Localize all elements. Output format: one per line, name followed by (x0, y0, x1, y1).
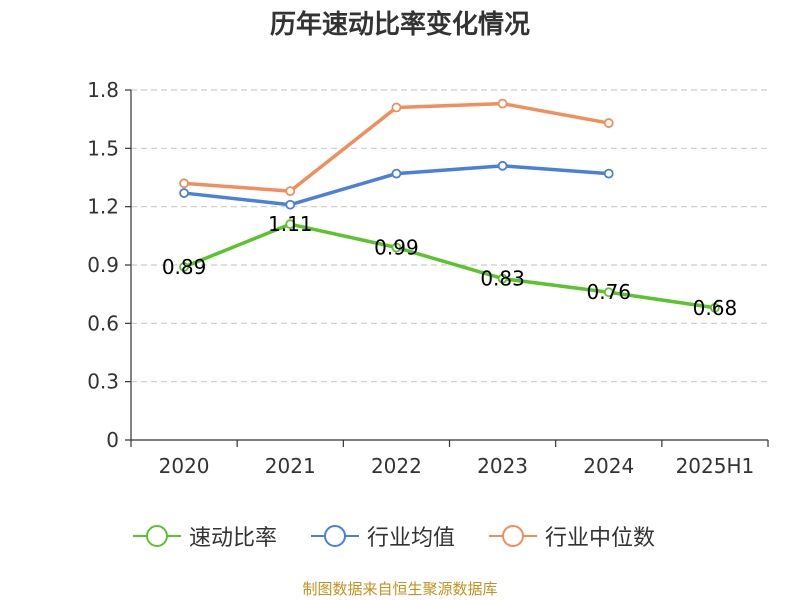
legend-label: 速动比率 (189, 526, 278, 551)
series-point-2 (391, 168, 402, 179)
legend-marker-icon (489, 525, 537, 547)
data-label: 0.68 (693, 296, 738, 320)
series-point-1 (603, 287, 614, 298)
x-tick-label: 2022 (371, 454, 422, 478)
axes: 0 0.3 0.6 0.9 1.2 1.5 1.8 2020 2021 2022 2023 2024 2… (87, 78, 769, 478)
series-point-1 (285, 219, 296, 230)
data-label: 0.99 (374, 236, 419, 260)
x-tick-label: 2021 (265, 454, 316, 478)
y-tick-label: 0 (106, 428, 119, 452)
legend-item[interactable]: 速动比率 (133, 516, 277, 556)
series-point-2 (497, 160, 508, 171)
legend-circle (502, 525, 524, 547)
grid-lines (131, 89, 768, 383)
series-point-2 (603, 168, 614, 179)
series-point-3 (497, 98, 508, 109)
data-label: 0.83 (480, 267, 525, 291)
legend-marker-icon (133, 525, 181, 547)
series-point-2 (179, 188, 189, 198)
x-tick-label: 2020 (159, 454, 210, 478)
legend-label: 行业中位数 (545, 526, 656, 551)
series-point-3 (603, 118, 614, 128)
legend-item[interactable]: 行业中位数 (489, 516, 655, 556)
y-tick-label: 0.3 (87, 370, 119, 394)
x-tick-label: 2025H1 (676, 454, 755, 478)
series-point-3 (391, 102, 402, 113)
series-point-3 (285, 186, 296, 197)
series-point-3 (179, 178, 189, 189)
series-point-1 (391, 242, 402, 253)
legend-circle (146, 525, 168, 547)
series-lines (179, 98, 720, 313)
legend: 速动比率 行业均值 行业中位数 (0, 516, 800, 556)
legend-item[interactable]: 行业均值 (311, 516, 455, 556)
data-label: 1.11 (268, 212, 313, 236)
legend-circle (324, 525, 346, 547)
series-line-1 (183, 222, 716, 310)
y-tick-label: 1.8 (87, 78, 119, 102)
source-note: 制图数据来自恒生聚源数据库 (302, 580, 498, 598)
x-tick-label: 2023 (477, 454, 528, 478)
series-point-1 (497, 273, 508, 284)
data-labels: 0.89 1.11 0.99 0.83 0.76 0.68 (162, 212, 737, 320)
series-point-1 (179, 262, 189, 272)
chart-title: 历年速动比率变化情况 (269, 10, 530, 40)
series-point-1 (710, 302, 720, 313)
x-tick-label: 2024 (583, 454, 634, 478)
series-point-2 (285, 199, 296, 210)
data-label: 0.76 (586, 280, 631, 304)
legend-label: 行业均值 (367, 526, 456, 551)
y-tick-label: 1.2 (87, 195, 119, 219)
data-label: 0.89 (162, 255, 207, 279)
y-tick-label: 0.9 (87, 253, 119, 277)
legend-marker-icon (311, 525, 359, 547)
y-tick-label: 0.6 (87, 311, 119, 335)
y-tick-label: 1.5 (87, 136, 119, 160)
